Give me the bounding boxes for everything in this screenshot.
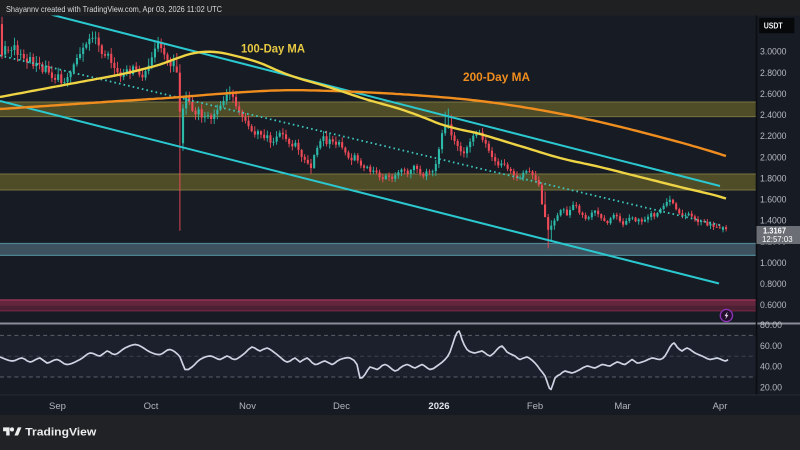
svg-text:2.4000: 2.4000 (760, 110, 787, 120)
svg-text:0.6000: 0.6000 (760, 300, 787, 310)
svg-text:Mar: Mar (614, 401, 630, 412)
svg-text:1.0000: 1.0000 (760, 258, 787, 268)
svg-text:USDT: USDT (764, 20, 784, 30)
svg-text:Shayannv created with TradingV: Shayannv created with TradingView.com, A… (6, 4, 222, 14)
svg-text:2026: 2026 (428, 401, 449, 412)
svg-text:2.2000: 2.2000 (760, 131, 787, 141)
svg-text:Feb: Feb (527, 401, 543, 412)
svg-text:Oct: Oct (144, 401, 159, 412)
svg-text:80.00: 80.00 (760, 320, 782, 330)
svg-text:1.8000: 1.8000 (760, 173, 787, 183)
svg-text:60.00: 60.00 (760, 341, 782, 351)
svg-text:20.00: 20.00 (760, 383, 782, 393)
svg-text:100-Day MA: 100-Day MA (241, 43, 305, 55)
svg-text:2.6000: 2.6000 (760, 89, 787, 99)
svg-text:40.00: 40.00 (760, 362, 782, 372)
svg-text:1.4000: 1.4000 (760, 216, 787, 226)
svg-text:200-Day MA: 200-Day MA (463, 72, 530, 84)
svg-text:1.3167: 1.3167 (763, 227, 787, 236)
svg-text:TradingView: TradingView (25, 427, 96, 439)
svg-text:1.6000: 1.6000 (760, 195, 787, 205)
svg-text:Apr: Apr (713, 401, 728, 412)
svg-text:Dec: Dec (333, 401, 350, 412)
svg-text:0.8000: 0.8000 (760, 279, 787, 289)
svg-text:3.0000: 3.0000 (760, 47, 787, 57)
svg-text:2.0000: 2.0000 (760, 152, 787, 162)
svg-text:12:57:03: 12:57:03 (762, 235, 793, 244)
svg-text:Nov: Nov (239, 401, 256, 412)
svg-text:2.8000: 2.8000 (760, 68, 787, 78)
svg-text:Sep: Sep (49, 401, 66, 412)
